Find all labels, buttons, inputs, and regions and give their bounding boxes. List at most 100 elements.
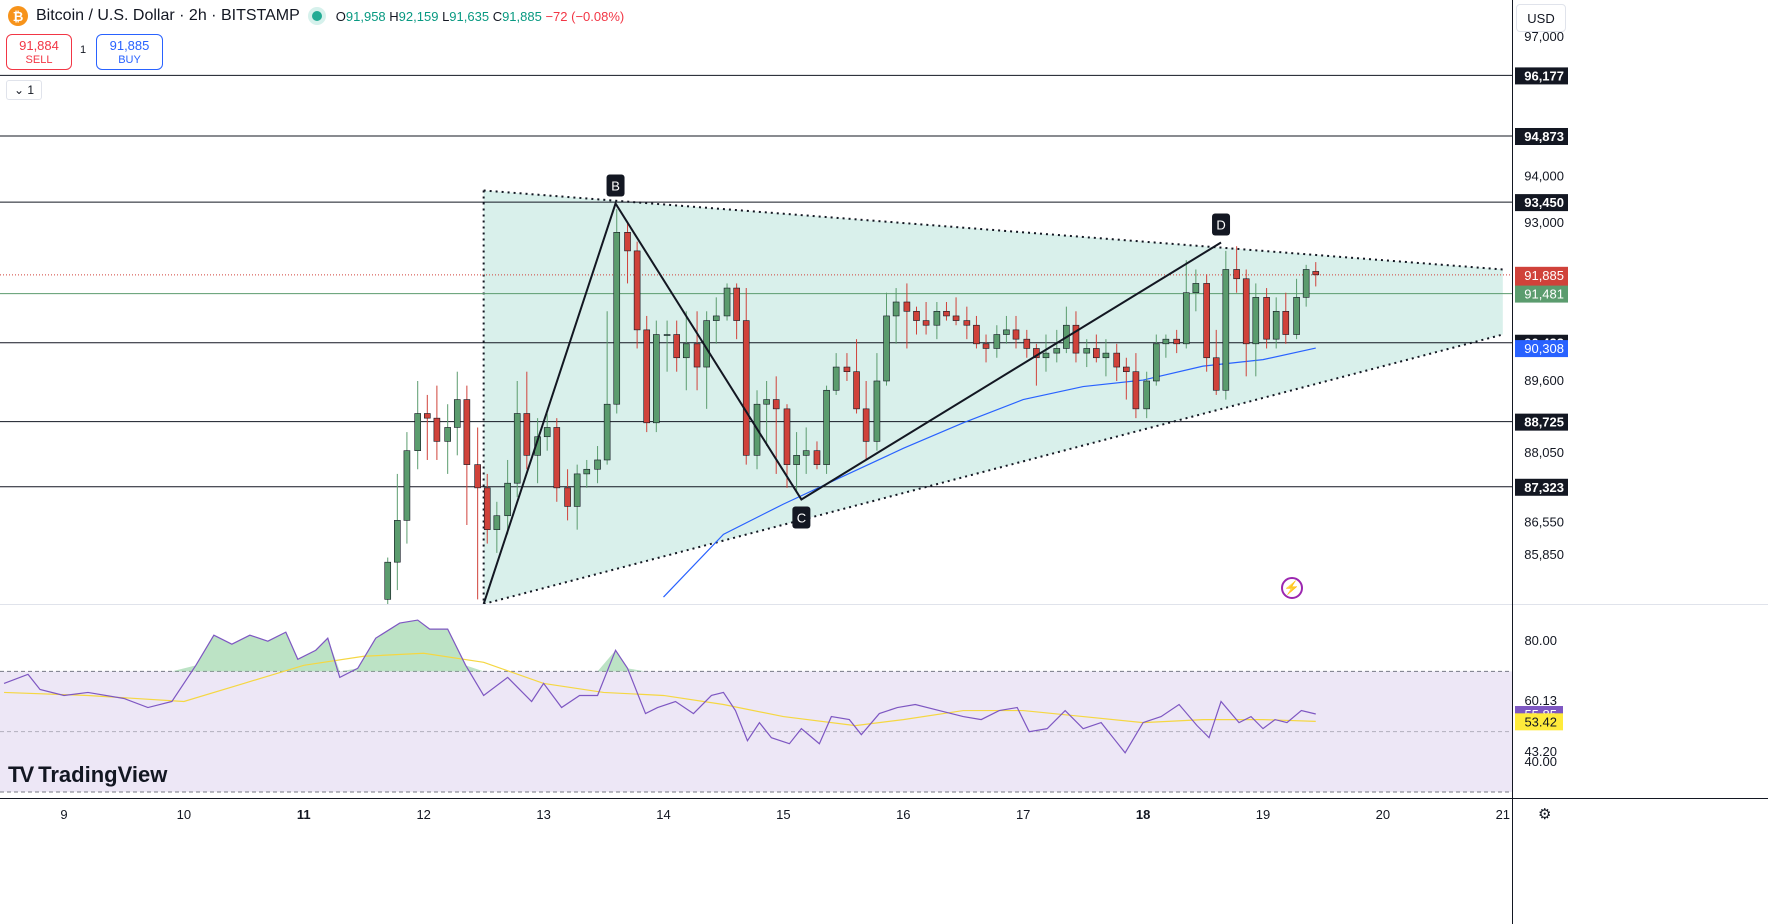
triangle-lower-trendline [483,333,1504,604]
triangle-upper-trendline [483,189,1503,271]
candle-body [493,515,501,530]
level-price-badge [1515,413,1568,431]
rsi-overbought-fill [4,620,1316,672]
candle-body [802,450,810,456]
lightning-icon[interactable]: ⚡ [1281,577,1303,599]
candle-body [933,310,941,326]
candle-body [1212,357,1220,391]
close-label: C [492,8,503,24]
candle-body [943,310,950,317]
market-open-indicator-icon [311,11,322,21]
candle-body [1123,366,1130,372]
candle-body [483,487,491,530]
candle-body [832,366,840,391]
candle-body [993,334,1001,349]
indicator-collapse-button[interactable]: ⌄ 1 [6,80,42,100]
price-badge-label: 91,885 [1524,268,1564,283]
time-axis-tick: 17 [1016,807,1030,822]
candle-body [1242,278,1250,345]
price-axis-tick: 97,000 [1524,29,1564,44]
candle-body [1263,297,1270,340]
candle-body [1312,271,1320,276]
open-value: 91,958 [345,8,386,24]
pattern-point-label-d: D [1216,218,1225,233]
rsi-axis-tick: 60.13 [1524,693,1557,708]
pattern-point-badge [792,506,811,529]
candle-body [1173,338,1180,345]
time-axis-tick: 9 [60,807,67,822]
candle-body [913,310,920,321]
candle-body [922,320,930,326]
candle-body [513,413,521,484]
candle-body [1233,269,1240,280]
candle-body [1012,329,1020,340]
sell-button[interactable]: 91,884 SELL [6,34,72,70]
level-price-badge [1515,478,1568,496]
level-price-badge [1515,127,1568,145]
candle-body [394,520,401,563]
candle-body [843,366,851,372]
gear-icon[interactable]: ⚙ [1538,806,1552,823]
candle-body [853,371,860,410]
candle-body [1042,352,1050,359]
price-pane: B C D [0,74,1512,604]
candle-body [862,408,870,442]
rsi-axis-tick: 80.00 [1524,633,1557,648]
price-axis-tick: 86,550 [1524,515,1564,530]
high-label: H [389,8,399,24]
price-badge-label: 90,308 [1524,341,1564,356]
candle-body [1302,269,1310,298]
level-price-label: 96,177 [1524,68,1564,83]
rsi-value-label: 53.42 [1524,714,1557,729]
time-axis-tick: 18 [1136,807,1150,822]
candle-body [1093,348,1100,359]
candle-body [534,436,541,456]
candle-body [504,482,511,517]
candle-body [453,399,461,428]
candle-body [813,450,821,465]
time-axis-tick: 20 [1376,807,1390,822]
candle-body [1272,310,1280,340]
level-price-badge [1515,194,1568,212]
candle-body [693,343,701,368]
time-axis-tick: 15 [776,807,790,822]
price-axis-tick: 93,000 [1524,215,1564,230]
ohlc-readout: O91,958 H92,159 L91,635 C91,885 −72 (−0.… [336,9,624,24]
change-value: −72 (−0.08%) [545,8,625,24]
price-badge-label: 91,481 [1524,287,1564,302]
trade-quantity[interactable]: 1 [80,44,87,56]
candle-body [1192,283,1200,294]
sell-price: 91,884 [19,38,59,53]
candle-body [444,427,451,442]
currency-selector[interactable]: USD [1516,4,1566,32]
time-axis-tick: 11 [297,807,311,822]
candle-body [712,315,720,321]
rsi-pane [0,619,1512,793]
high-value: 92,159 [398,8,439,24]
candle-body [772,399,780,410]
candle-body [1083,348,1091,354]
close-value: 91,885 [502,8,542,24]
candle-body [783,408,791,465]
candle-body [823,389,830,465]
candle-body [1132,371,1140,410]
candle-body [523,413,531,456]
candle-body [733,287,740,321]
rsi-value-badge [1515,713,1563,731]
sell-label: SELL [25,54,53,66]
price-axis-tick: 88,050 [1524,445,1564,460]
symbol-title[interactable]: Bitcoin / U.S. Dollar · 2h · BITSTAMP [36,7,300,24]
rsi-line [3,619,1316,754]
candle-body [1003,329,1010,335]
buy-button[interactable]: 91,885 BUY [96,34,163,70]
rsi-axis-tick: 40.00 [1524,754,1557,769]
level-price-label: 88,725 [1524,415,1564,430]
tradingview-logo-icon: TV [8,762,34,787]
price-axis-tick: 89,600 [1524,373,1564,388]
pattern-point-label-c: C [797,510,806,525]
candle-body [433,417,441,442]
candle-body [613,232,621,405]
candle-body [414,413,422,451]
level-price-label: 93,450 [1524,195,1564,210]
